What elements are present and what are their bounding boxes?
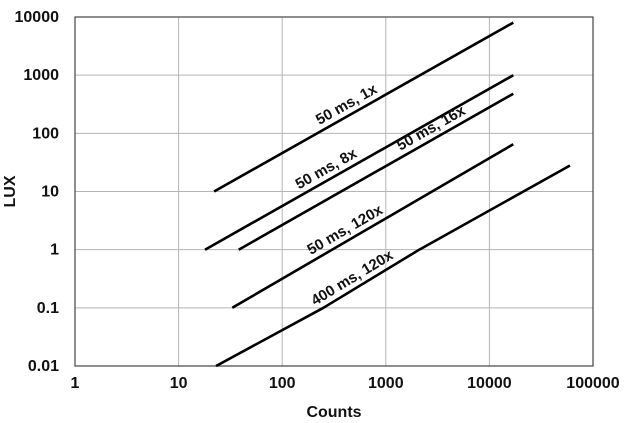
x-tick-label: 1000: [368, 375, 404, 392]
x-tick-labels: 1 10 100 1000 10000 100000: [71, 375, 620, 392]
plot-frame: [74, 16, 594, 367]
series-line: [204, 74, 514, 251]
y-tick-label: 0.1: [37, 300, 59, 317]
y-tick-label: 100: [32, 125, 59, 142]
x-tick-label: 100: [269, 375, 296, 392]
series-line: [213, 21, 514, 193]
x-tick-label: 100000: [566, 375, 619, 392]
grid: [74, 16, 594, 367]
series-line: [238, 92, 514, 251]
series-line: [215, 164, 571, 368]
y-tick-label: 0.01: [28, 358, 59, 375]
x-tick-label: 1: [71, 375, 80, 392]
x-tick-label: 10000: [467, 375, 512, 392]
y-axis-label: LUX: [2, 175, 19, 207]
x-tick-label: 10: [170, 375, 188, 392]
series-line: [231, 143, 514, 309]
series-label: 50 ms, 16x: [394, 102, 469, 155]
x-axis-label: Counts: [306, 404, 361, 421]
series-lines: [204, 21, 571, 368]
y-tick-label: 10000: [15, 9, 60, 26]
y-tick-label: 10: [41, 184, 59, 201]
y-tick-labels: 0.01 0.1 1 10 100 1000 10000: [15, 9, 60, 375]
y-tick-label: 1: [50, 242, 59, 259]
y-tick-label: 1000: [23, 67, 59, 84]
